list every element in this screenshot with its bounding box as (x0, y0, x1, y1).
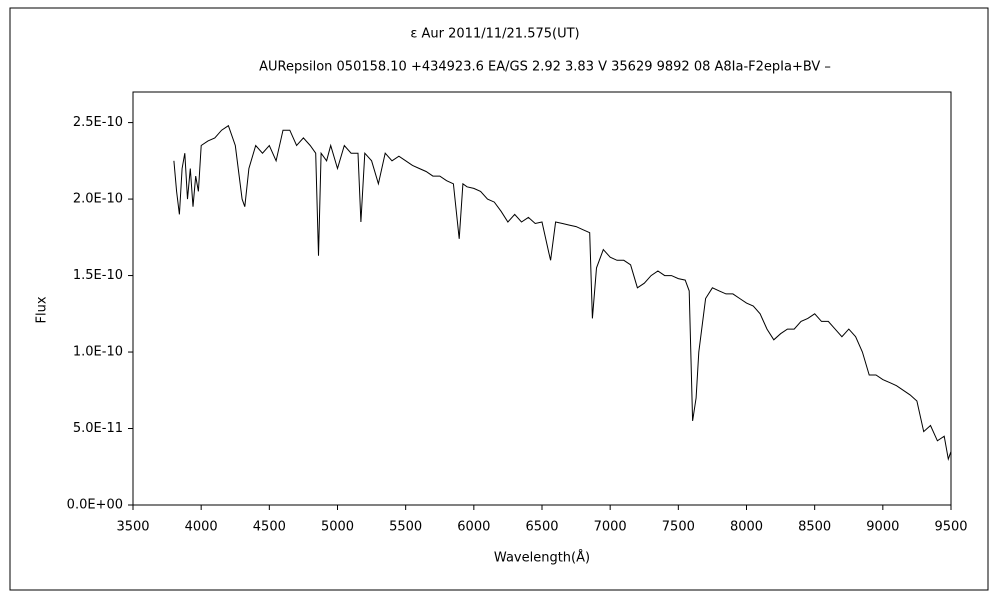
x-tick-label: 8000 (730, 520, 763, 535)
y-tick-label: 2.0E-10 (73, 192, 123, 207)
y-tick-label: 5.0E-11 (73, 421, 123, 436)
y-tick-label: 1.0E-10 (73, 345, 123, 360)
chart-subtitle: AURepsilon 050158.10 +434923.6 EA/GS 2.9… (259, 60, 831, 75)
x-tick-label: 7500 (662, 520, 695, 535)
x-tick-label: 9000 (866, 520, 899, 535)
x-tick-label: 3500 (116, 520, 149, 535)
y-tick-label: 1.5E-10 (73, 268, 123, 283)
x-tick-label: 6000 (457, 520, 490, 535)
x-tick-label: 5000 (321, 520, 354, 535)
chart-title: ε Aur 2011/11/21.575(UT) (410, 27, 579, 42)
y-axis-label: Flux (35, 296, 50, 323)
y-tick-label: 2.5E-10 (73, 115, 123, 130)
x-tick-label: 7000 (594, 520, 627, 535)
x-tick-label: 4000 (185, 520, 218, 535)
spectrum-line (173, 124, 952, 462)
y-tick-label: 0.0E+00 (67, 498, 123, 513)
x-tick-label: 9500 (934, 520, 967, 535)
x-axis-label: Wavelength(Å) (494, 550, 590, 566)
x-tick-label: 5500 (389, 520, 422, 535)
x-tick-label: 8500 (798, 520, 831, 535)
plot-area (132, 91, 952, 506)
x-tick-label: 6500 (525, 520, 558, 535)
x-tick-label: 4500 (253, 520, 286, 535)
